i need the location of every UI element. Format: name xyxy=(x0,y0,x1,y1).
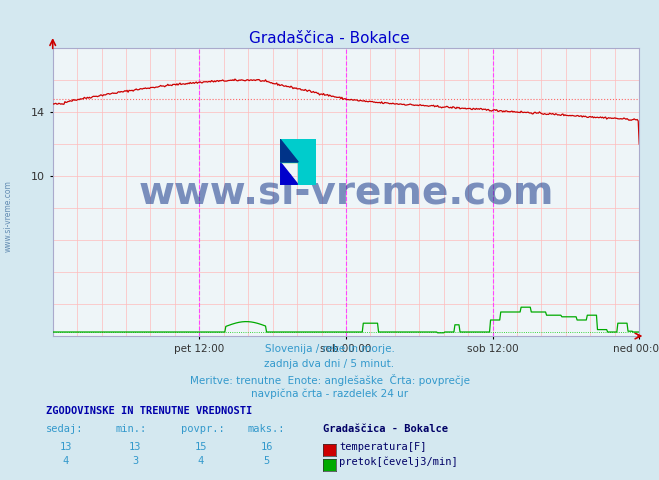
Text: Slovenija / reke in morje.: Slovenija / reke in morje. xyxy=(264,344,395,354)
Text: 13: 13 xyxy=(129,442,141,452)
Text: zadnja dva dni / 5 minut.: zadnja dva dni / 5 minut. xyxy=(264,359,395,369)
Text: www.si-vreme.com: www.si-vreme.com xyxy=(138,173,554,211)
Polygon shape xyxy=(280,139,298,162)
Text: povpr.:: povpr.: xyxy=(181,424,225,434)
Text: 4: 4 xyxy=(63,456,69,467)
Text: Gradaščica - Bokalce: Gradaščica - Bokalce xyxy=(323,424,448,434)
Text: 4: 4 xyxy=(198,456,204,467)
Text: maks.:: maks.: xyxy=(247,424,285,434)
Text: pretok[čevelj3/min]: pretok[čevelj3/min] xyxy=(339,456,458,467)
Text: 16: 16 xyxy=(261,442,273,452)
Text: min.:: min.: xyxy=(115,424,146,434)
Text: navpična črta - razdelek 24 ur: navpična črta - razdelek 24 ur xyxy=(251,389,408,399)
Polygon shape xyxy=(280,162,298,185)
Text: Meritve: trenutne  Enote: anglešaške  Črta: povprečje: Meritve: trenutne Enote: anglešaške Črta… xyxy=(190,374,469,386)
Text: Gradaščica - Bokalce: Gradaščica - Bokalce xyxy=(249,31,410,46)
Text: temperatura[F]: temperatura[F] xyxy=(339,442,427,452)
Text: www.si-vreme.com: www.si-vreme.com xyxy=(3,180,13,252)
Text: 13: 13 xyxy=(60,442,72,452)
Polygon shape xyxy=(280,139,316,185)
Text: 5: 5 xyxy=(264,456,270,467)
Text: 15: 15 xyxy=(195,442,207,452)
Text: 3: 3 xyxy=(132,456,138,467)
Text: sedaj:: sedaj: xyxy=(46,424,84,434)
Bar xyxy=(280,139,298,162)
Text: ZGODOVINSKE IN TRENUTNE VREDNOSTI: ZGODOVINSKE IN TRENUTNE VREDNOSTI xyxy=(46,406,252,416)
